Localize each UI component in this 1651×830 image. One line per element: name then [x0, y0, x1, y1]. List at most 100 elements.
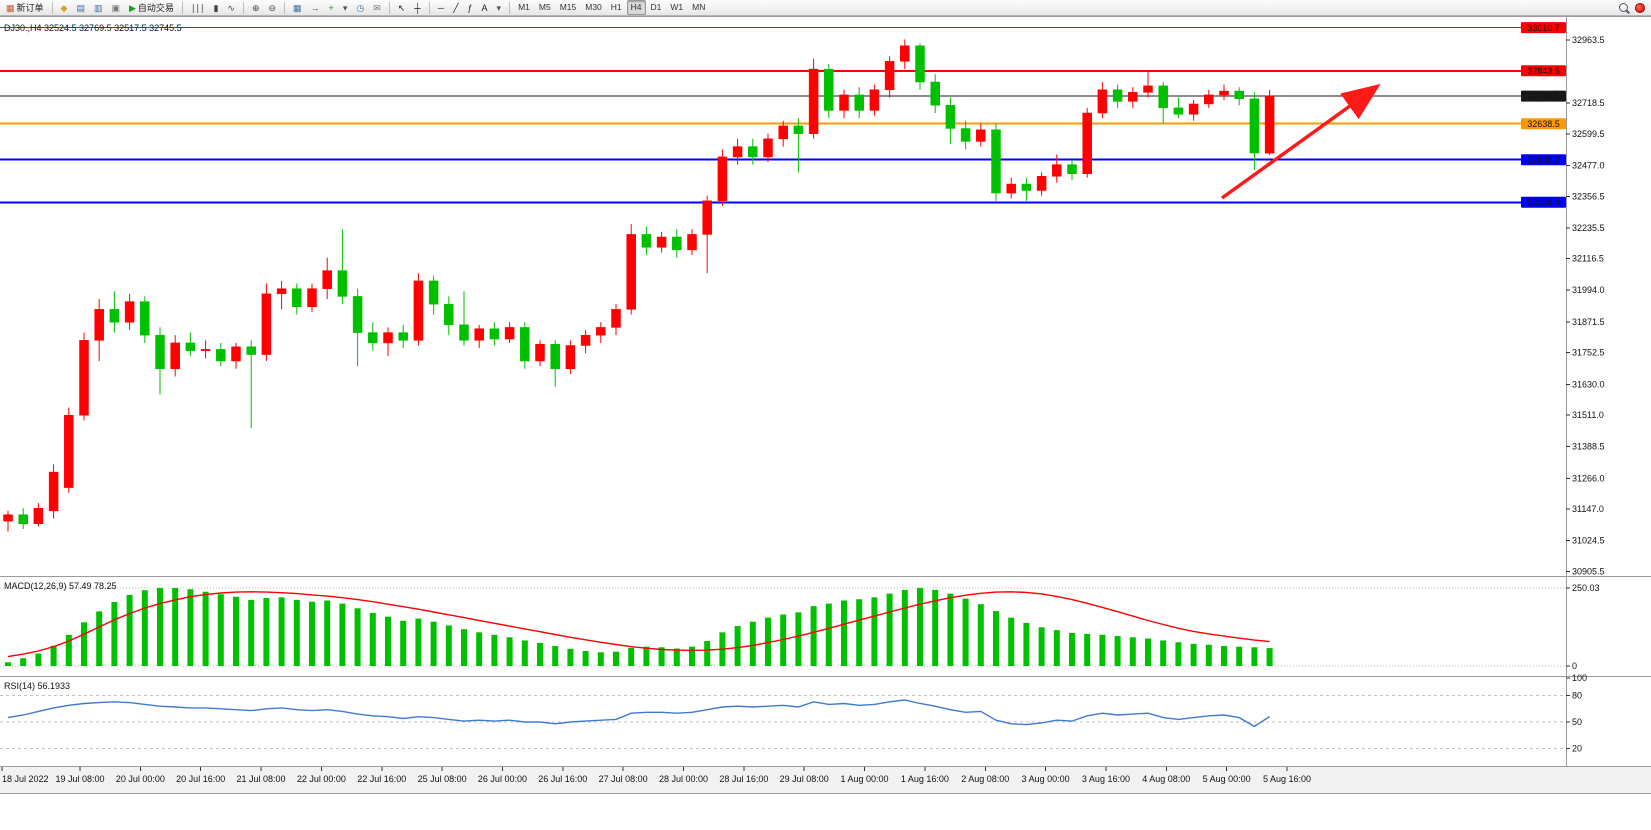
candlestick-chart-icon-glyph: ▮: [213, 2, 219, 13]
period-clock-icon[interactable]: ◷: [352, 0, 368, 16]
timeframe-button-h4[interactable]: H4: [626, 0, 646, 15]
svg-text:26 Jul 00:00: 26 Jul 00:00: [478, 774, 527, 784]
terminal-icon-glyph: ▣: [111, 2, 120, 13]
svg-text:31147.0: 31147.0: [1572, 504, 1604, 514]
timeframe-button-mn[interactable]: MN: [692, 2, 706, 12]
auto-trading-button[interactable]: ▶ 自动交易: [125, 0, 178, 16]
timeframe-button-d1[interactable]: D1: [650, 2, 662, 12]
svg-text:31266.0: 31266.0: [1572, 473, 1605, 483]
svg-text:1 Aug 00:00: 1 Aug 00:00: [841, 774, 889, 784]
toolbar: ▦ 新订单 ◆ ▤ ▥ ▣ ▶ 自动交易 ∣∣∣ ▮ ∿ ⊕ ⊖ ▦ → + ▾ ◷ ✉ ↖ ┼ ─ ╱ ƒ A ▾ M1 M5 M15…: [0, 0, 1651, 16]
shapes-dropdown-icon[interactable]: ▾: [493, 0, 506, 16]
svg-text:2 Aug 08:00: 2 Aug 08:00: [961, 774, 1009, 784]
svg-text:32116.5: 32116.5: [1572, 254, 1604, 264]
terminal-icon[interactable]: ▣: [107, 0, 124, 16]
fibo-tool-icon[interactable]: ƒ: [464, 0, 477, 16]
price-level-lines: [0, 27, 1566, 204]
svg-text:32235.5: 32235.5: [1572, 223, 1605, 233]
panel-separators: [0, 16, 1651, 794]
svg-text:31024.5: 31024.5: [1572, 536, 1605, 546]
svg-text:28 Jul 16:00: 28 Jul 16:00: [719, 774, 768, 784]
line-chart-icon-glyph: ∿: [227, 2, 235, 13]
market-watch-icon[interactable]: ◆: [57, 0, 72, 16]
indicators-add-icon[interactable]: +: [325, 0, 338, 16]
indicator-dropdown-icon-glyph: ▾: [342, 2, 348, 13]
trend-arrow: [1220, 83, 1381, 200]
timeframe-button-m5[interactable]: M5: [538, 2, 551, 12]
svg-text:27 Jul 08:00: 27 Jul 08:00: [599, 774, 648, 784]
line-chart-icon[interactable]: ∿: [223, 0, 239, 16]
new-order-button[interactable]: ▦ 新订单: [2, 0, 48, 16]
svg-text:29 Jul 08:00: 29 Jul 08:00: [780, 774, 829, 784]
svg-text:20: 20: [1572, 743, 1582, 753]
data-window-icon[interactable]: ▤: [72, 0, 89, 16]
timeframe-button-m30[interactable]: M30: [585, 2, 602, 12]
chart-area[interactable]: DJ30.,H4 32524.5 32769.5 32517.5 32745.5…: [0, 16, 1651, 830]
timeframe-button-h1[interactable]: H1: [610, 2, 622, 12]
svg-text:31630.0: 31630.0: [1572, 379, 1605, 389]
cursor-icon[interactable]: ↖: [394, 0, 410, 16]
auto-scroll-icon[interactable]: →: [307, 0, 324, 16]
timeframe-button-w1[interactable]: W1: [670, 2, 684, 12]
indicator-dropdown-icon[interactable]: ▾: [339, 0, 352, 16]
auto-trading-button-glyph: ▶: [129, 2, 136, 13]
search-icon[interactable]: [1619, 3, 1628, 12]
navigator-icon-glyph: ▥: [93, 2, 103, 13]
crosshair-icon-glyph: ┼: [414, 2, 421, 13]
svg-text:33010.7: 33010.7: [1527, 23, 1560, 33]
macd-panel: MACD(12,26,9) 57.49 78.25 250.03 0: [0, 581, 1600, 671]
svg-text:32356.5: 32356.5: [1572, 192, 1605, 202]
toolbar-separator: [388, 1, 390, 14]
zoom-in-icon[interactable]: ⊕: [248, 0, 264, 16]
auto-trading-button-label: 自动交易: [137, 3, 174, 13]
price-badge: [1521, 22, 1566, 34]
timeframe-button-m15[interactable]: M15: [559, 2, 577, 12]
svg-text:31871.5: 31871.5: [1572, 317, 1605, 327]
time-axis: 18 Jul 2022 19 Jul 08:00 20 Jul 00:00 20 Ju…: [1, 767, 1311, 784]
tile-windows-icon[interactable]: ▦: [289, 0, 306, 16]
price-badge: [1521, 118, 1566, 130]
toolbar-separator: [242, 1, 244, 14]
hline-tool-icon[interactable]: ─: [434, 0, 448, 16]
svg-text:0: 0: [1572, 661, 1577, 671]
toolbar-separator: [51, 1, 53, 14]
templates-mail-icon-glyph: ✉: [373, 2, 381, 13]
zoom-out-icon[interactable]: ⊖: [264, 0, 280, 16]
svg-text:32477.0: 32477.0: [1572, 160, 1605, 170]
price-badges: 33010.7 32843.5 32745.5 32638.5 32499.2 32334…: [1521, 22, 1566, 208]
fibo-tool-icon-glyph: ƒ: [467, 2, 473, 13]
svg-text:32843.5: 32843.5: [1527, 66, 1560, 76]
svg-text:32745.5: 32745.5: [1527, 91, 1560, 101]
crosshair-icon[interactable]: ┼: [410, 0, 424, 16]
price-badge: [1521, 196, 1566, 208]
svg-text:32334.4: 32334.4: [1527, 197, 1560, 207]
svg-text:32499.2: 32499.2: [1527, 155, 1560, 165]
svg-text:20 Jul 00:00: 20 Jul 00:00: [116, 774, 165, 784]
svg-text:DJ30.,H4 32524.5 32769.5 32517: DJ30.,H4 32524.5 32769.5 32517.5 32745.5: [4, 23, 182, 33]
candlestick-chart-icon[interactable]: ▮: [209, 0, 222, 16]
cursor-icon-glyph: ↖: [397, 2, 406, 13]
chart-background: [0, 16, 1651, 793]
price-badge: [1521, 65, 1566, 77]
svg-text:19 Jul 08:00: 19 Jul 08:00: [55, 774, 104, 784]
text-tool-icon[interactable]: A: [478, 0, 492, 16]
svg-text:22 Jul 16:00: 22 Jul 16:00: [357, 774, 406, 784]
record-dot-icon: [1635, 2, 1645, 13]
timeframe-button-m1[interactable]: M1: [518, 2, 530, 12]
svg-text:32599.5: 32599.5: [1572, 129, 1605, 139]
hline-tool-icon-glyph: ─: [437, 2, 445, 13]
new-order-button-glyph: ▦: [6, 2, 15, 13]
chart-canvas[interactable]: DJ30.,H4 32524.5 32769.5 32517.5 32745.5…: [0, 16, 1651, 830]
svg-text:250.03: 250.03: [1572, 583, 1600, 593]
navigator-icon[interactable]: ▥: [90, 0, 107, 16]
templates-mail-icon[interactable]: ✉: [369, 0, 385, 16]
svg-text:3 Aug 00:00: 3 Aug 00:00: [1022, 774, 1070, 784]
svg-text:22 Jul 00:00: 22 Jul 00:00: [297, 774, 346, 784]
trendline-tool-icon[interactable]: ╱: [449, 0, 462, 16]
svg-text:100: 100: [1572, 673, 1587, 683]
toolbar-separator: [181, 1, 183, 14]
svg-text:20 Jul 16:00: 20 Jul 16:00: [176, 774, 225, 784]
bar-chart-icon[interactable]: ∣∣∣: [187, 0, 209, 16]
price-axis: 32963.5 32718.5 32599.5 32477.0 32356.5 32235…: [1566, 35, 1605, 576]
